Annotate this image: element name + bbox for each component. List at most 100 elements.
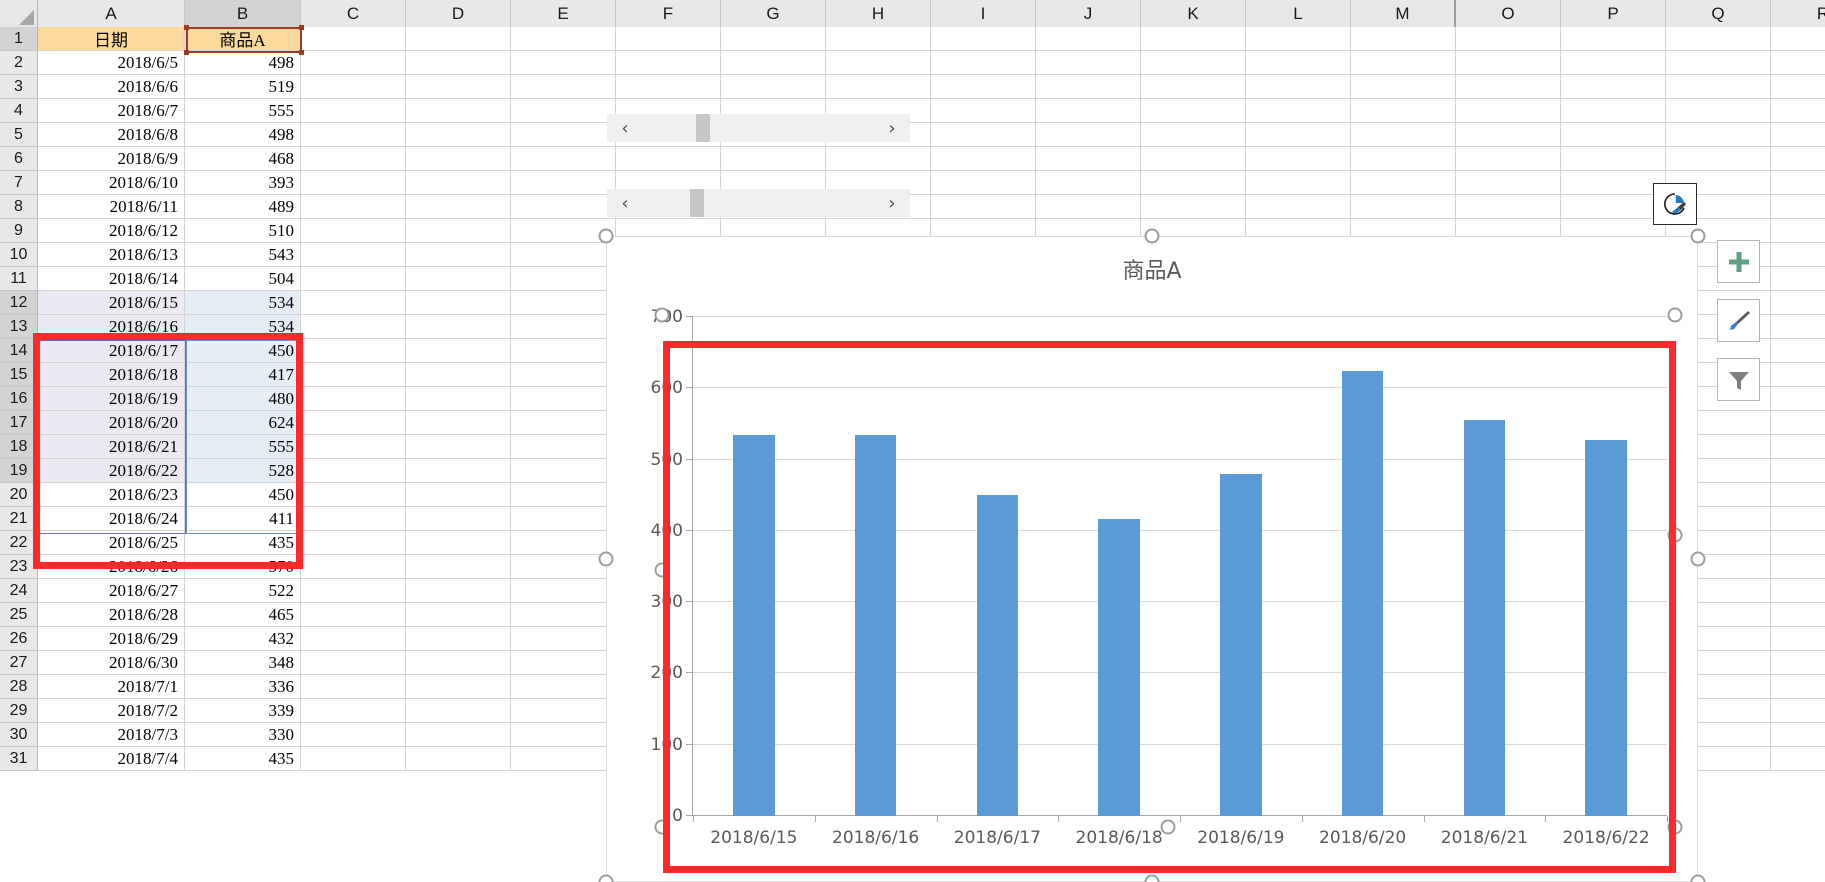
cell-e[interactable] [511,99,616,123]
table-row[interactable]: 2018/6/10 393 [38,171,1825,195]
chart-handle-mid-left[interactable] [598,551,614,567]
cell-c[interactable] [301,411,406,435]
cell-e[interactable] [511,507,616,531]
cell-r[interactable] [1771,339,1825,363]
row-header-16[interactable]: 16 [0,387,38,411]
row-header-4[interactable]: 4 [0,99,38,123]
cell-p[interactable] [1561,171,1666,195]
row-header-column[interactable]: 1 2 3 4 5 6 7 8 9 10 11 12 13 14 15 16 17 18 19 20 21 22 23 24 2… [0,27,38,771]
cell-l[interactable] [1246,123,1351,147]
row-header-27[interactable]: 27 [0,651,38,675]
cell-d[interactable] [406,651,511,675]
cell-d[interactable] [406,747,511,771]
cell-d[interactable] [406,243,511,267]
table-row[interactable]: 2018/6/11 489 [38,195,1825,219]
plot-handle-mid-left[interactable] [654,562,670,578]
cell-c[interactable] [301,147,406,171]
cell-r[interactable] [1771,699,1825,723]
cell-j[interactable] [1036,171,1141,195]
cell-d[interactable] [406,411,511,435]
cell-p[interactable] [1561,195,1666,219]
cell-b[interactable]: 393 [185,171,301,195]
chart-handle-bottom-right[interactable] [1690,874,1706,882]
cell-e[interactable] [511,627,616,651]
cell-j[interactable] [1036,51,1141,75]
cell-d[interactable] [406,75,511,99]
cell-e[interactable] [511,27,616,51]
cell-c[interactable] [301,531,406,555]
cell-c[interactable] [301,675,406,699]
cell-a[interactable]: 2018/6/24 [38,507,185,531]
cell-b[interactable]: 498 [185,51,301,75]
cell-g[interactable] [721,51,826,75]
cell-l[interactable] [1246,51,1351,75]
scrollbar-control-bottom[interactable]: ‹ › [607,189,910,217]
cell-b[interactable]: 510 [185,219,301,243]
cell-e[interactable] [511,675,616,699]
chart-handle-mid-right[interactable] [1690,551,1706,567]
column-header-p[interactable]: P [1561,0,1666,27]
chart-bar[interactable] [854,435,897,816]
cell-a[interactable]: 2018/6/9 [38,147,185,171]
cell-a[interactable]: 2018/6/11 [38,195,185,219]
plot-handle-mid-right[interactable] [1667,527,1683,543]
cell-d[interactable] [406,123,511,147]
cell-j[interactable] [1036,27,1141,51]
chart-bar[interactable] [1341,371,1384,816]
row-header-8[interactable]: 8 [0,195,38,219]
chart-elements-button[interactable] [1717,240,1760,283]
row-header-24[interactable]: 24 [0,579,38,603]
cell-b[interactable]: 465 [185,603,301,627]
cell-c[interactable] [301,27,406,51]
row-header-5[interactable]: 5 [0,123,38,147]
cell-b[interactable]: 411 [185,507,301,531]
table-row[interactable]: 2018/6/5 498 [38,51,1825,75]
cell-r[interactable] [1771,99,1825,123]
cell-b[interactable]: 339 [185,699,301,723]
cell-d[interactable] [406,147,511,171]
cell-c[interactable] [301,747,406,771]
cell-b[interactable]: 543 [185,243,301,267]
cell-d[interactable] [406,315,511,339]
cell-r[interactable] [1771,531,1825,555]
cell-q[interactable] [1666,747,1771,771]
cell-a[interactable]: 2018/7/1 [38,675,185,699]
cell-f[interactable] [616,27,721,51]
cell-a[interactable]: 2018/6/27 [38,579,185,603]
cell-r[interactable] [1771,579,1825,603]
scrollbar-thumb[interactable] [696,114,710,142]
chart-plot-area[interactable]: 01002003004005006007002018/6/152018/6/16… [651,307,1668,848]
cell-c[interactable] [301,339,406,363]
cell-q[interactable] [1666,627,1771,651]
column-header-i[interactable]: I [931,0,1036,27]
scrollbar-right-arrow-icon-2[interactable]: › [888,192,896,214]
cell-r[interactable] [1771,243,1825,267]
cell-r[interactable] [1771,123,1825,147]
chart-title[interactable]: 商品A [1122,259,1182,284]
table-row[interactable]: 2018/6/7 555 [38,99,1825,123]
cell-l[interactable] [1246,195,1351,219]
cell-f[interactable] [616,51,721,75]
chart-styles-button[interactable] [1717,299,1760,342]
cell-i[interactable] [931,195,1036,219]
cell-q[interactable] [1666,459,1771,483]
cell-d[interactable] [406,531,511,555]
cell-o[interactable] [1456,147,1561,171]
plot-handle-bottom-right[interactable] [1667,819,1683,835]
select-all-corner[interactable] [0,0,38,27]
cell-a[interactable]: 2018/6/22 [38,459,185,483]
row-header-17[interactable]: 17 [0,411,38,435]
cell-q[interactable] [1666,579,1771,603]
cell-i[interactable] [931,27,1036,51]
cell-e[interactable] [511,531,616,555]
chart-handle-top-right[interactable] [1690,228,1706,244]
cell-m[interactable] [1351,51,1456,75]
row-header-9[interactable]: 9 [0,219,38,243]
column-header-k[interactable]: K [1141,0,1246,27]
chart-handle-top-left[interactable] [598,228,614,244]
row-header-19[interactable]: 19 [0,459,38,483]
cell-a[interactable]: 2018/6/13 [38,243,185,267]
cell-e[interactable] [511,699,616,723]
cell-c[interactable] [301,75,406,99]
